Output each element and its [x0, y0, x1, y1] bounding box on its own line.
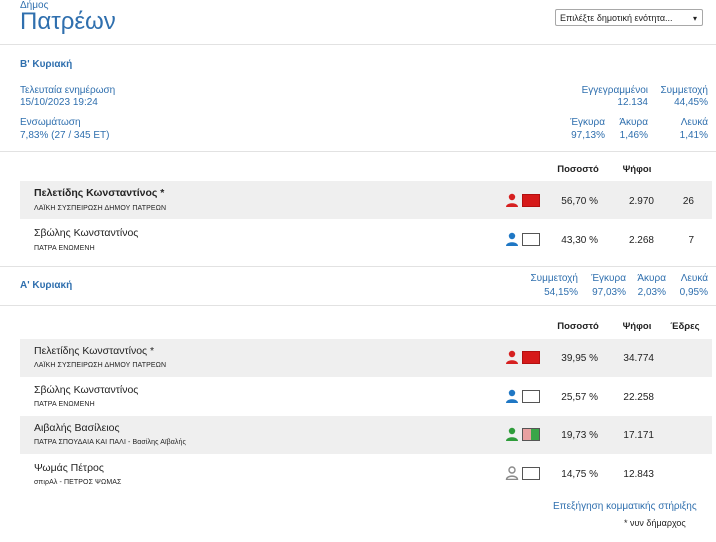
blank-value: 1,41%: [679, 130, 708, 141]
r1-blank-label: Λευκά: [680, 273, 708, 284]
person-icon: [505, 466, 519, 480]
integration-label: Ενσωμάτωση: [20, 117, 81, 128]
table-row: [20, 339, 712, 377]
turnout-label: Συμμετοχή: [660, 85, 708, 96]
candidate-party: ΠΑΤΡΑ ΕΝΩΜΕΝΗ: [34, 245, 95, 252]
r1-valid-value: 97,03%: [592, 287, 626, 298]
r1-invalid-value: 2,03%: [637, 287, 666, 298]
candidate-name: Ψωμάς Πέτρος: [34, 462, 104, 474]
candidate-votes: 34.774: [623, 353, 654, 364]
candidate-party: ΛΑΪΚΗ ΣΥΣΠΕΙΡΩΣΗ ΔΗΜΟΥ ΠΑΤΡΕΩΝ: [34, 362, 167, 369]
round2-title: Β' Κυριακή: [20, 59, 73, 70]
integration-value: 7,83% (27 / 345 ΕΤ): [20, 130, 110, 141]
candidate-percent: 25,57 %: [561, 392, 598, 403]
candidate-percent: 43,30 %: [561, 235, 598, 246]
divider: [0, 266, 716, 267]
person-icon: [506, 232, 518, 246]
r1-turnout-label: Συμμετοχή: [530, 273, 578, 284]
col-percent-header: Ποσοστό: [557, 164, 599, 175]
party-support-link[interactable]: Επεξήγηση κομματικής στήριξης: [553, 501, 697, 512]
r1-blank-value: 0,95%: [679, 287, 708, 298]
party-flag-icon: [522, 194, 540, 207]
candidate-votes: 12.843: [623, 469, 654, 480]
r1-valid-label: Έγκυρα: [591, 273, 626, 284]
table-row: [20, 181, 712, 219]
party-flag-icon: [522, 428, 540, 441]
col-votes-header: Ψήφοι: [622, 321, 652, 332]
party-flag-icon: [522, 351, 540, 364]
incumbent-note: * νυν δήμαρχος: [624, 518, 686, 528]
candidate-party: ΠΑΤΡΑ ΕΝΩΜΕΝΗ: [34, 401, 95, 408]
candidate-votes: 2.268: [628, 235, 654, 246]
round1-title: Α' Κυριακή: [20, 280, 73, 291]
r1-turnout-value: 54,15%: [544, 287, 578, 298]
candidate-party: σπιρΑλ - ΠΕΤΡΟΣ ΨΩΜΑΣ: [34, 479, 122, 486]
candidate-seats: 7: [688, 235, 694, 246]
candidate-votes: 2.970: [628, 196, 654, 207]
municipality-label: Δήμος: [20, 0, 49, 11]
col-seats-header: Έδρες: [670, 321, 700, 332]
valid-label: Έγκυρα: [570, 117, 605, 128]
party-flag-icon: [522, 390, 540, 403]
divider: [0, 44, 716, 45]
unit-select-label: Επιλέξτε δημοτική ενότητα...: [560, 13, 673, 23]
divider: [0, 305, 716, 306]
unit-select[interactable]: Επιλέξτε δημοτική ενότητα... ▾: [555, 9, 703, 26]
invalid-label: Άκυρα: [619, 117, 648, 128]
candidate-votes: 17.171: [623, 430, 654, 441]
candidate-percent: 14,75 %: [561, 469, 598, 480]
party-flag-icon: [522, 233, 540, 246]
turnout-value: 44,45%: [674, 97, 708, 108]
valid-value: 97,13%: [571, 130, 605, 141]
blank-label: Λευκά: [680, 117, 708, 128]
col-percent-header: Ποσοστό: [557, 321, 599, 332]
candidate-name: Πελετίδης Κωνσταντίνος *: [34, 345, 155, 357]
candidate-name: Αιβαλής Βασίλειος: [34, 422, 120, 434]
candidate-name: Σβώλης Κωνσταντίνος: [34, 227, 139, 239]
candidate-name: Σβώλης Κωνσταντίνος: [34, 384, 139, 396]
candidate-votes: 22.258: [623, 392, 654, 403]
chevron-down-icon: ▾: [692, 14, 697, 23]
candidate-percent: 19,73 %: [561, 430, 598, 441]
candidate-party: ΛΑΪΚΗ ΣΥΣΠΕΙΡΩΣΗ ΔΗΜΟΥ ΠΑΤΡΕΩΝ: [34, 205, 167, 212]
updated-value: 15/10/2023 19:24: [20, 97, 98, 108]
person-icon: [506, 427, 518, 441]
page-title: Πατρέων: [20, 8, 116, 35]
person-icon: [506, 193, 518, 207]
updated-label: Τελευταία ενημέρωση: [20, 85, 116, 96]
col-votes-header: Ψήφοι: [622, 164, 652, 175]
invalid-value: 1,46%: [619, 130, 648, 141]
person-icon: [506, 389, 518, 403]
candidate-percent: 56,70 %: [561, 196, 598, 207]
person-icon: [506, 350, 518, 364]
registered-label: Εγγεγραμμένοι: [581, 85, 648, 96]
divider: [0, 151, 716, 152]
candidate-party: ΠΑΤΡΑ ΣΠΟΥΔΑΙΑ ΚΑΙ ΠΑΛΙ - Βασίλης Αϊβαλή…: [34, 439, 186, 446]
r1-invalid-label: Άκυρα: [637, 273, 666, 284]
party-flag-icon: [522, 467, 540, 480]
table-row: [20, 416, 712, 454]
candidate-seats: 26: [682, 196, 694, 207]
candidate-percent: 39,95 %: [561, 353, 598, 364]
registered-value: 12.134: [617, 97, 648, 108]
candidate-name: Πελετίδης Κωνσταντίνος *: [34, 187, 165, 199]
